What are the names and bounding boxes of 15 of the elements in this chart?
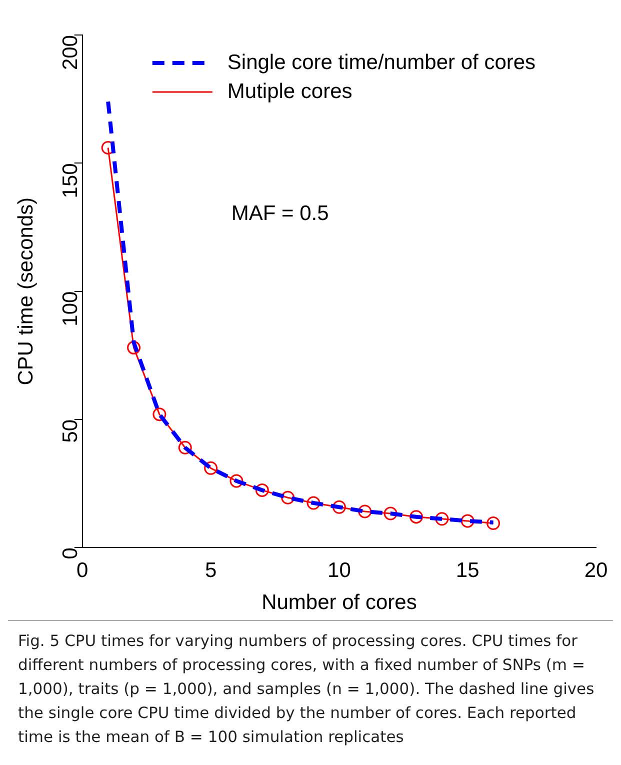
annotation: MAF = 0.5 — [231, 202, 329, 226]
caption: Fig. 5 CPU times for varying numbers of processing cores. CPU times for different numbers of processing cores, with a fixed number of SNPs (m = 1,000), traits (p = 1,000), and samples (n = 1,000). The dashed line gives the single core CPU time divided by the number of cores. Each reported time is the mean of B = 100 simulation replicates — [18, 631, 596, 748]
x-axis-title: Number of cores — [262, 591, 417, 614]
y-tick-label: 200 — [59, 35, 82, 70]
legend-label: Mutiple cores — [227, 80, 352, 103]
legend-label: Single core time/number of cores — [227, 50, 536, 74]
y-tick-label: 50 — [59, 419, 82, 443]
x-tick-label: 15 — [456, 558, 480, 582]
x-tick-label: 10 — [328, 558, 351, 582]
y-tick-label: 0 — [59, 548, 82, 560]
y-axis-title: CPU time (seconds) — [14, 197, 38, 386]
x-tick-label: 5 — [204, 558, 217, 582]
x-tick-label: 20 — [584, 558, 608, 582]
y-tick-label: 100 — [59, 291, 82, 326]
y-tick-label: 150 — [59, 163, 82, 198]
